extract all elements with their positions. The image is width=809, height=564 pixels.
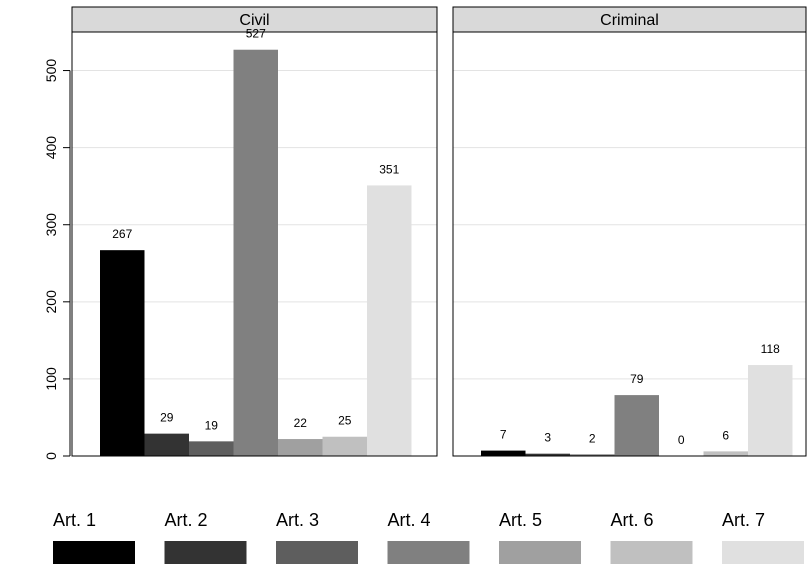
bar (189, 441, 234, 456)
bar (233, 49, 278, 457)
legend-swatch (53, 541, 135, 564)
legend-item: Art. 6 (610, 510, 693, 564)
legend-label: Art. 3 (276, 510, 319, 530)
legend-item: Art. 3 (276, 510, 358, 564)
data-label: 19 (205, 418, 219, 432)
y-tick-label: 100 (43, 367, 59, 391)
data-label: 79 (630, 372, 644, 386)
bar (570, 454, 615, 456)
panel-strip (452, 6, 807, 33)
panel-strip-label: Criminal (600, 12, 659, 29)
data-label: 22 (294, 416, 308, 430)
panels: Civil 267 29 19 527 22 25 351 Criminal 7 3 2 79 0 6 118 (71, 6, 807, 457)
data-label: 0 (678, 433, 685, 447)
bar (525, 453, 570, 456)
data-label: 118 (761, 342, 780, 356)
legend-swatch (499, 541, 581, 564)
y-tick-label: 500 (43, 59, 59, 83)
data-label: 3 (544, 431, 551, 445)
bar (614, 395, 659, 456)
panel-border (71, 31, 438, 457)
data-label: 2 (589, 431, 596, 445)
data-label: 6 (722, 428, 729, 442)
legend-swatch (387, 541, 470, 564)
bar (367, 185, 412, 457)
bar (481, 450, 526, 456)
legend-item: Art. 4 (387, 510, 470, 564)
bar (703, 451, 748, 456)
data-label: 29 (160, 411, 174, 425)
y-tick-label: 0 (43, 452, 59, 460)
data-label: 25 (338, 414, 352, 428)
bar (278, 439, 323, 456)
y-tick-label: 200 (43, 290, 59, 314)
panel-border (452, 31, 807, 457)
panel-civil: Civil 267 29 19 527 22 25 351 (71, 6, 438, 457)
y-axis: 0 100 200 300 400 500 (43, 59, 71, 460)
panel-strip-label: Civil (239, 12, 269, 29)
data-label: 527 (246, 27, 266, 41)
legend-item: Art. 7 (722, 510, 804, 564)
legend-label: Art. 6 (611, 510, 654, 530)
legend-label: Art. 1 (53, 510, 96, 530)
legend-swatch (722, 541, 804, 564)
legend-item: Art. 2 (164, 510, 247, 564)
data-label: 7 (500, 428, 507, 442)
data-label: 267 (112, 227, 132, 241)
data-label: 351 (379, 162, 399, 176)
panel-criminal: Criminal 7 3 2 79 0 6 118 (452, 6, 807, 457)
legend-label: Art. 7 (722, 510, 765, 530)
legend: Art. 1 Art. 2 Art. 3 Art. 4 Art. 5 Art. 6 Art.… (53, 510, 804, 564)
legend-label: Art. 4 (388, 510, 431, 530)
legend-swatch (276, 541, 358, 564)
legend-swatch (610, 541, 693, 564)
legend-swatch (164, 541, 247, 564)
legend-item: Art. 1 (53, 510, 135, 564)
bar (748, 365, 793, 456)
bar (322, 436, 367, 456)
legend-item: Art. 5 (499, 510, 581, 564)
legend-label: Art. 2 (165, 510, 208, 530)
legend-label: Art. 5 (499, 510, 542, 530)
y-tick-label: 300 (43, 213, 59, 237)
y-tick-label: 400 (43, 136, 59, 160)
bar (144, 433, 189, 456)
bar (100, 250, 145, 456)
